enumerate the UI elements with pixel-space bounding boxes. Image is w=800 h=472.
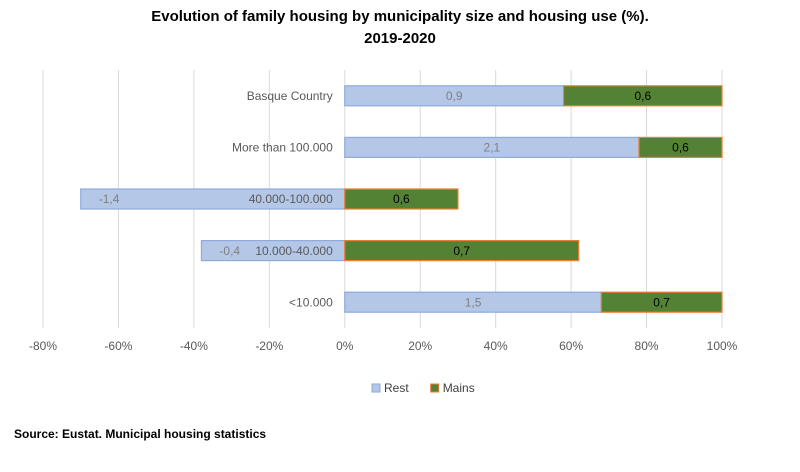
source-note: Source: Eustat. Municipal housing statis… xyxy=(14,427,266,441)
chart-subtitle: 2019-2020 xyxy=(364,30,436,47)
category-label: More than 100.000 xyxy=(232,141,333,155)
x-tick-label: -40% xyxy=(180,339,208,353)
data-label: 0,6 xyxy=(672,141,689,155)
data-label: 0,7 xyxy=(653,295,670,309)
chart-title: Evolution of family housing by municipal… xyxy=(151,8,649,25)
data-label: 0,6 xyxy=(393,192,410,206)
bar xyxy=(562,85,723,107)
x-tick-label: 40% xyxy=(484,339,508,353)
x-tick-label: -60% xyxy=(104,339,132,353)
data-label: 0,7 xyxy=(453,244,470,258)
x-tick-label: 60% xyxy=(559,339,583,353)
x-tick-label: -20% xyxy=(255,339,283,353)
legend-label: Rest xyxy=(384,381,409,395)
data-label: 0,9 xyxy=(446,89,463,103)
data-label: 1,5 xyxy=(465,295,482,309)
category-label: <10.000 xyxy=(289,295,333,309)
legend-swatch xyxy=(430,383,440,393)
category-label: Basque Country xyxy=(247,89,333,103)
x-tick-label: -80% xyxy=(29,339,57,353)
bar xyxy=(638,136,723,158)
category-label: 40.000-100.000 xyxy=(249,192,333,206)
data-label: 0,6 xyxy=(634,89,651,103)
legend-label: Mains xyxy=(443,381,475,395)
x-tick-label: 80% xyxy=(635,339,659,353)
data-label: -1,4 xyxy=(99,192,120,206)
bar xyxy=(344,240,580,262)
x-tick-label: 0% xyxy=(336,339,354,353)
data-label: -0,4 xyxy=(219,244,240,258)
x-tick-label: 20% xyxy=(408,339,432,353)
legend-swatch xyxy=(371,383,381,393)
x-tick-label: 100% xyxy=(707,339,738,353)
bar xyxy=(344,188,459,210)
bar xyxy=(600,291,723,313)
category-label: 10.000-40.000 xyxy=(255,244,333,258)
data-label: 2,1 xyxy=(484,141,501,155)
